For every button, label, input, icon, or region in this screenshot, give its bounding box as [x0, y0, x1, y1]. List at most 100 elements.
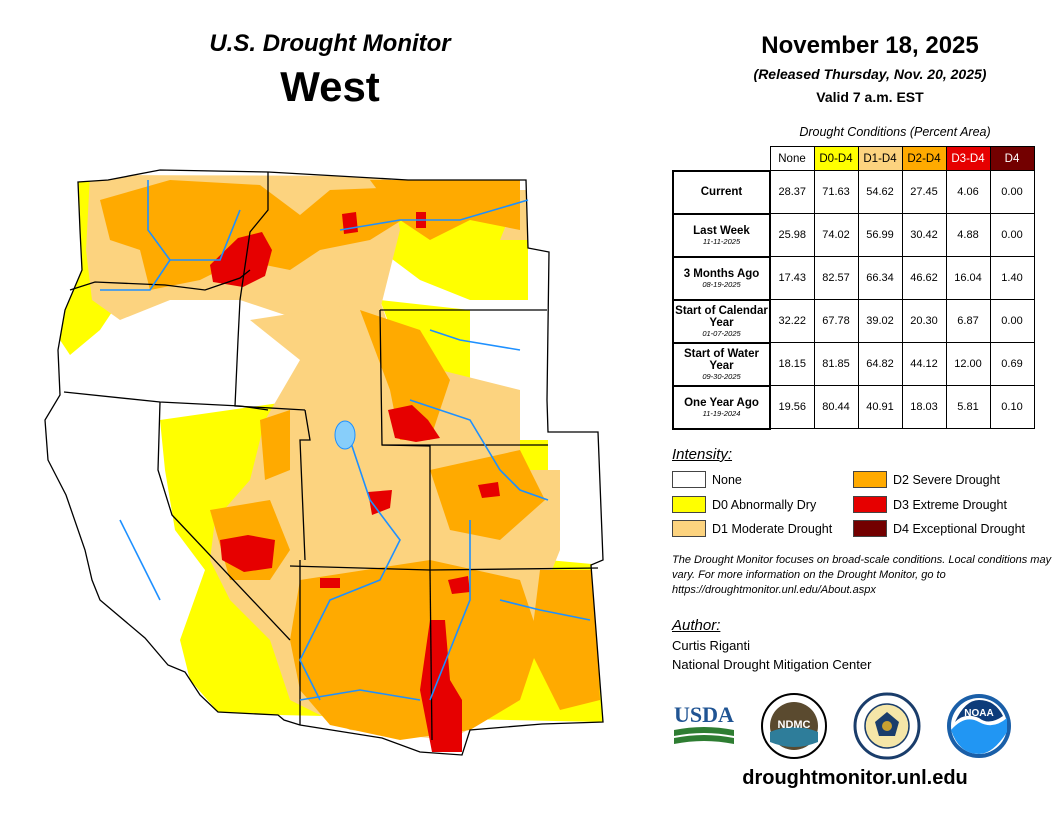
legend-label: D0 Abnormally Dry: [712, 497, 817, 512]
table-cell: 1.40: [989, 256, 1035, 300]
drought-stats-table: None D0-D4 D1-D4 D2-D4 D3-D4 D4 Current …: [672, 146, 1035, 430]
legend-swatch: [672, 496, 706, 513]
table-cell: 18.15: [769, 342, 815, 386]
legend-label: D2 Severe Drought: [893, 472, 1001, 487]
legend-label: D1 Moderate Drought: [712, 521, 833, 536]
row-sublabel: 11-11-2025: [702, 236, 741, 246]
disclaimer-note: The Drought Monitor focuses on broad-sca…: [672, 554, 1052, 596]
d2-areas: [100, 180, 600, 740]
ndmc-logo-icon: NDMC: [761, 693, 827, 759]
table-cell: 71.63: [813, 170, 859, 214]
product-title: U.S. Drought Monitor: [209, 30, 451, 57]
table-cell: 32.22: [769, 299, 815, 343]
legend-item-d1: D1 Moderate Drought: [672, 520, 832, 537]
table-cell: 6.87: [945, 299, 991, 343]
usda-logo-text: USDA: [674, 702, 734, 727]
row-sublabel: 11-19-2024: [702, 408, 741, 418]
legend-item-d3: D3 Extreme Drought: [853, 496, 1007, 513]
col-header-d4: D4: [989, 146, 1035, 171]
row-sublabel: 08-19-2025: [702, 279, 741, 289]
noaa-logo-text: NOAA: [964, 708, 993, 719]
row-label: Start of Calendar Year 01-07-2025: [672, 298, 771, 344]
table-cell: 56.99: [857, 213, 903, 257]
table-cell: 30.42: [901, 213, 947, 257]
table-cell: 25.98: [769, 213, 815, 257]
legend-swatch: [853, 471, 887, 488]
col-header-d2-d4: D2-D4: [901, 146, 947, 171]
table-cell: 82.57: [813, 256, 859, 300]
table-cell: 16.04: [945, 256, 991, 300]
legend-swatch: [672, 520, 706, 537]
legend-swatch: [853, 520, 887, 537]
lake-icon: [334, 420, 356, 450]
table-cell: 81.85: [813, 342, 859, 386]
legend-title: Intensity:: [672, 446, 733, 463]
table-row-current: Current 28.37 71.63 54.62 27.45 4.06 0.0…: [672, 169, 1035, 215]
legend-item-none: None: [672, 471, 742, 488]
table-cell: 20.30: [901, 299, 947, 343]
table-cell: 0.10: [989, 385, 1035, 429]
table-row-start-water-year: Start of Water Year 09-30-2025 18.15 81.8…: [672, 341, 1035, 387]
table-cell: 17.43: [769, 256, 815, 300]
table-row-one-year-ago: One Year Ago 11-19-2024 19.56 80.44 40.91…: [672, 384, 1035, 430]
rivers: [100, 180, 591, 701]
legend-item-d2: D2 Severe Drought: [853, 471, 1000, 488]
table-cell: 27.45: [901, 170, 947, 214]
release-date: (Released Thursday, Nov. 20, 2025): [753, 66, 987, 82]
legend-item-d0: D0 Abnormally Dry: [672, 496, 816, 513]
legend-item-d4: D4 Exceptional Drought: [853, 520, 1025, 537]
table-cell: 0.00: [989, 213, 1035, 257]
col-header-d3-d4: D3-D4: [945, 146, 991, 171]
legend-swatch: [853, 496, 887, 513]
table-cell: 74.02: [813, 213, 859, 257]
website-url: droughtmonitor.unl.edu: [742, 767, 968, 789]
col-header-none: None: [769, 146, 815, 171]
table-cell: 4.06: [945, 170, 991, 214]
row-label: One Year Ago 11-19-2024: [672, 384, 771, 430]
table-cell: 54.62: [857, 170, 903, 214]
valid-time: Valid 7 a.m. EST: [816, 89, 924, 105]
ndmc-logo-text: NDMC: [778, 719, 811, 731]
col-header-d0-d4: D0-D4: [813, 146, 859, 171]
table-cell: 66.34: [857, 256, 903, 300]
table-cell: 39.02: [857, 299, 903, 343]
table-cell: 5.81: [945, 385, 991, 429]
table-cell: 28.37: [769, 170, 815, 214]
legend-label: None: [712, 472, 742, 487]
legend-label: D4 Exceptional Drought: [893, 521, 1026, 536]
table-row-3-months-ago: 3 Months Ago 08-19-2025 17.43 82.57 66.34…: [672, 255, 1035, 301]
region-title: West: [280, 63, 380, 110]
doi-seal-icon: [853, 692, 921, 760]
legend-label: D3 Extreme Drought: [893, 497, 1007, 512]
table-cell: 0.69: [989, 342, 1035, 386]
row-sublabel: 01-07-2025: [702, 328, 741, 338]
row-sublabel: 09-30-2025: [702, 371, 741, 381]
author-title: Author:: [672, 617, 721, 634]
table-cell: 0.00: [989, 170, 1035, 214]
table-cell: 46.62: [901, 256, 947, 300]
legend-swatch: [672, 471, 706, 488]
table-caption: Drought Conditions (Percent Area): [799, 125, 991, 139]
map-date: November 18, 2025: [761, 32, 979, 59]
drought-map: [44, 169, 604, 756]
row-label: Start of Water Year 09-30-2025: [672, 341, 771, 387]
table-cell: 4.88: [945, 213, 991, 257]
table-cell: 0.00: [989, 299, 1035, 343]
usda-logo-icon: USDA: [674, 702, 734, 744]
noaa-logo-icon: NOAA: [947, 694, 1011, 758]
row-label: Current: [672, 169, 771, 215]
author-organization: National Drought Mitigation Center: [672, 657, 872, 672]
table-cell: 12.00: [945, 342, 991, 386]
row-label: Last Week 11-11-2025: [672, 212, 771, 258]
state-boundaries: [44, 169, 604, 756]
table-cell: 40.91: [857, 385, 903, 429]
table-cell: 80.44: [813, 385, 859, 429]
table-cell: 67.78: [813, 299, 859, 343]
table-cell: 18.03: [901, 385, 947, 429]
table-cell: 44.12: [901, 342, 947, 386]
table-cell: 19.56: [769, 385, 815, 429]
drought-areas: [45, 170, 603, 755]
table-cell: 64.82: [857, 342, 903, 386]
table-row-start-calendar-year: Start of Calendar Year 01-07-2025 32.22 6…: [672, 298, 1035, 344]
col-header-d1-d4: D1-D4: [857, 146, 903, 171]
